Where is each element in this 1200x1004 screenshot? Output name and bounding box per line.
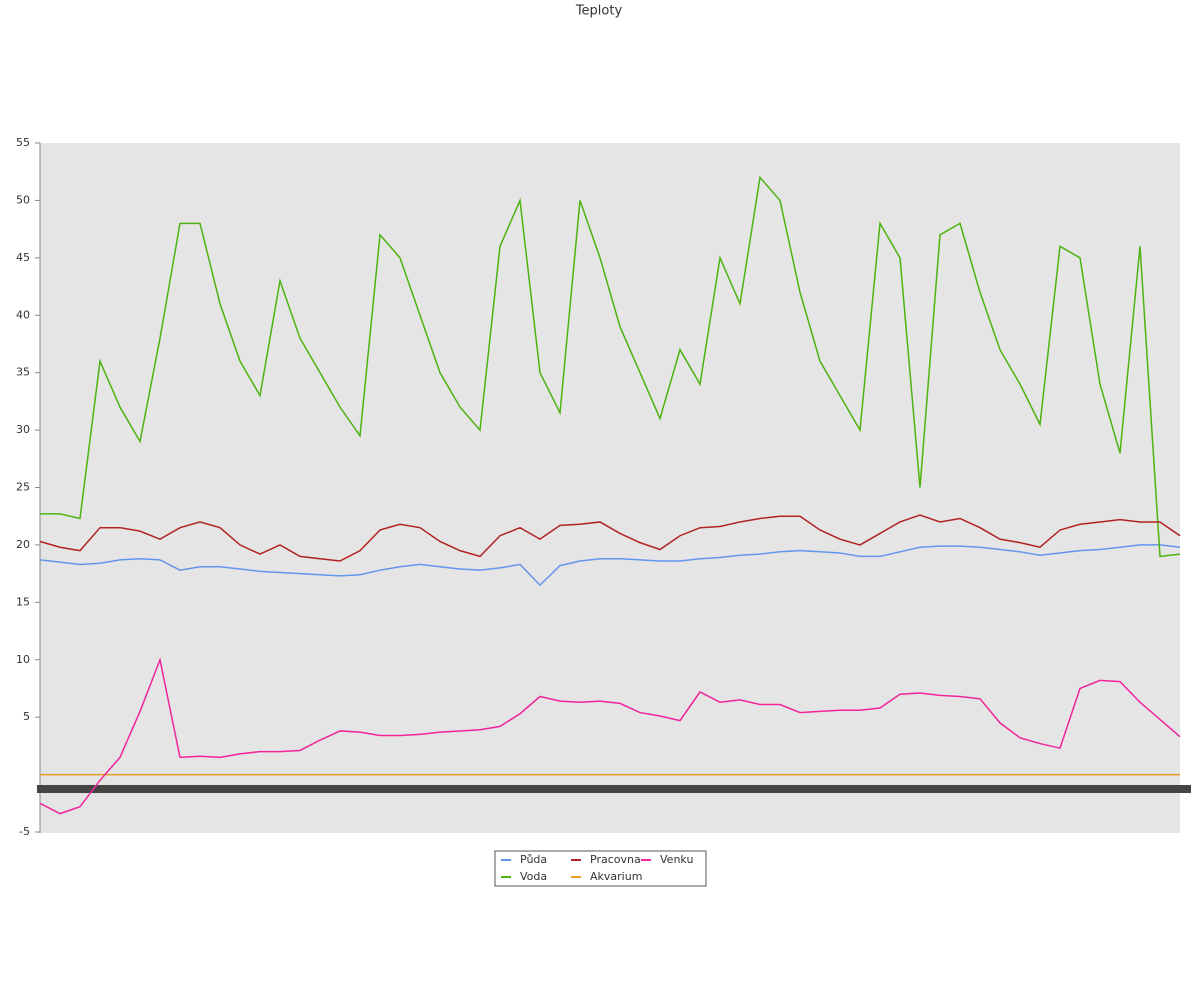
series-line xyxy=(40,175,1181,558)
y-tick-label: 40 xyxy=(16,308,30,321)
legend-box xyxy=(494,850,707,887)
legend-label: Akvarium xyxy=(590,870,642,883)
y-tick-label: 35 xyxy=(16,366,30,379)
plot-area xyxy=(40,143,1180,833)
legend-label: Pracovna xyxy=(590,853,641,866)
legend-label: Půda xyxy=(520,853,547,866)
y-tick-label: 5 xyxy=(23,710,30,723)
y-tick-label: 25 xyxy=(16,481,30,494)
series-line xyxy=(39,514,1181,562)
y-tick-label: 10 xyxy=(16,653,30,666)
y-tick-label: 45 xyxy=(16,251,30,264)
y-tick-label: 30 xyxy=(16,423,30,436)
legend-label: Venku xyxy=(660,853,693,866)
series-line xyxy=(39,544,1181,587)
x-tick-labels-band xyxy=(37,785,1191,793)
y-tick-label: 15 xyxy=(16,595,30,608)
y-tick-label: -5 xyxy=(19,825,30,838)
y-tick-label: 20 xyxy=(16,538,30,551)
y-tick-label: 55 xyxy=(16,136,30,149)
legend-label: Voda xyxy=(520,870,547,883)
y-tick-label: 50 xyxy=(16,193,30,206)
chart-title: Teploty xyxy=(575,4,623,19)
series-line xyxy=(39,657,1181,815)
